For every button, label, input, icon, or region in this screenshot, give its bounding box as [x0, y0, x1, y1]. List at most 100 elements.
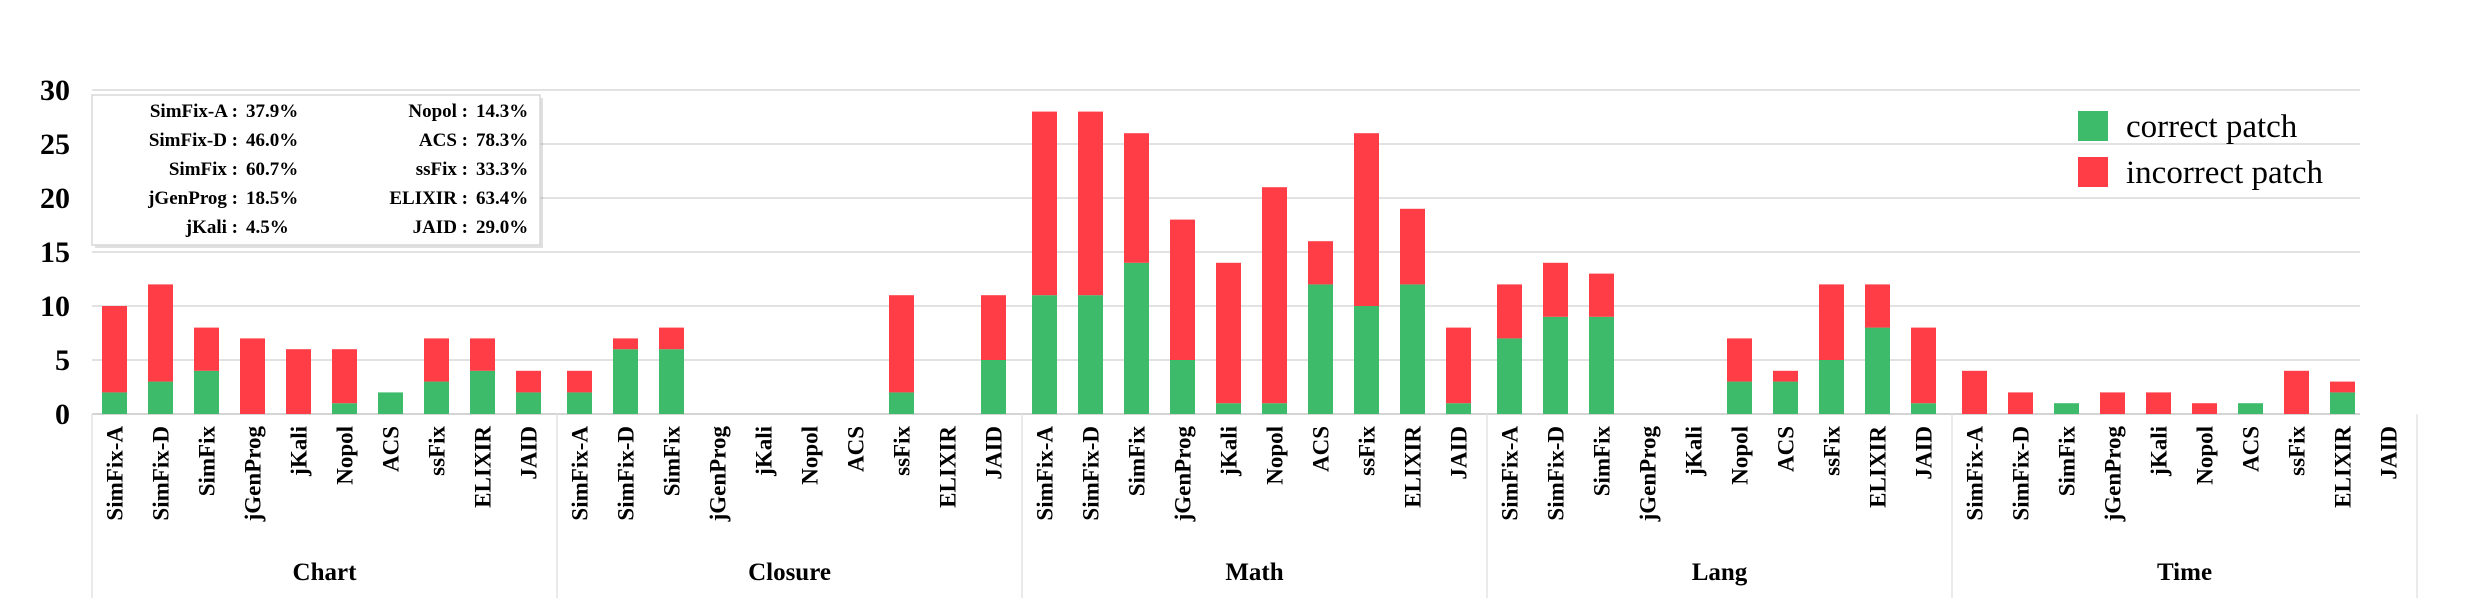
precision-value-ACS: 78.3% — [476, 130, 528, 151]
bar-correct-Math-SimFix-D — [1078, 295, 1103, 414]
bar-incorrect-Time-ssFix — [2284, 370, 2309, 414]
x-tick-label: ACS — [844, 426, 869, 472]
bar-correct-Time-ELIXIR — [2330, 392, 2355, 414]
precision-label-SimFix-A: SimFix-A : — [150, 101, 238, 122]
bar-incorrect-Time-Nopol — [2192, 403, 2217, 414]
group-label-chart: Chart — [293, 559, 358, 586]
bar-correct-Chart-SimFix-A — [102, 392, 127, 414]
x-tick-label: Nopol — [798, 426, 823, 485]
bar-correct-Closure-SimFix — [659, 349, 684, 414]
bar-incorrect-Chart-SimFix — [194, 327, 219, 371]
precision-label-ACS: ACS : — [419, 130, 468, 151]
precision-value-SimFix: 60.7% — [246, 159, 298, 180]
x-tick-label: ELIXIR — [2331, 426, 2356, 508]
precision-value-ssFix: 33.3% — [476, 159, 528, 180]
bar-correct-Lang-SimFix-D — [1543, 316, 1568, 414]
x-tick-label: ELIXIR — [1401, 426, 1426, 508]
bar-incorrect-Lang-SimFix — [1589, 273, 1614, 317]
y-tick-label: 0 — [55, 398, 70, 431]
x-tick-label: SimFix-A — [103, 426, 128, 521]
group-label-lang: Lang — [1692, 559, 1748, 586]
precision-value-jGenProg: 18.5% — [246, 188, 298, 209]
x-tick-label: ELIXIR — [1866, 426, 1891, 508]
bar-incorrect-Lang-JAID — [1911, 327, 1936, 404]
x-tick-label: SimFix-A — [1963, 426, 1988, 521]
precision-box-frame — [91, 94, 541, 246]
bar-correct-Math-SimFix — [1124, 262, 1149, 414]
x-tick-label: Nopol — [2193, 426, 2218, 485]
x-tick-label: ssFix — [2285, 426, 2310, 476]
x-tick-label: jGenProg — [706, 426, 731, 523]
bar-correct-Chart-ssFix — [424, 381, 449, 414]
precision-value-jKali: 4.5% — [246, 217, 289, 238]
legend: correct patch incorrect patch — [2078, 109, 2323, 191]
y-tick-label: 25 — [40, 128, 70, 161]
bar-correct-Math-ELIXIR — [1400, 284, 1425, 414]
precision-label-ssFix: ssFix : — [416, 159, 468, 180]
x-tick-label: jGenProg — [241, 426, 266, 523]
precision-label-ELIXIR: ELIXIR : — [389, 188, 468, 209]
precision-value-SimFix-D: 46.0% — [246, 130, 298, 151]
bars — [102, 111, 2355, 414]
bar-correct-Math-Nopol — [1262, 403, 1287, 414]
x-tick-label: ACS — [1309, 426, 1334, 472]
x-tick-label: jGenProg — [1636, 426, 1661, 523]
bar-incorrect-Chart-ELIXIR — [470, 338, 495, 371]
bar-correct-Closure-SimFix-D — [613, 349, 638, 414]
y-tick-label: 10 — [40, 290, 70, 323]
x-tick-label: jKali — [287, 425, 312, 476]
bar-correct-Math-ssFix — [1354, 306, 1379, 414]
bar-correct-Time-SimFix — [2054, 403, 2079, 414]
bar-incorrect-Math-ACS — [1308, 241, 1333, 285]
precision-label-Nopol: Nopol : — [408, 101, 468, 122]
bar-incorrect-Closure-SimFix-A — [567, 370, 592, 393]
bar-correct-Lang-SimFix-A — [1497, 338, 1522, 414]
bar-incorrect-Closure-JAID — [981, 295, 1006, 360]
x-tick-label: SimFix-A — [568, 426, 593, 521]
x-tick-label: SimFix — [1590, 426, 1615, 497]
bar-incorrect-Math-ssFix — [1354, 133, 1379, 306]
precision-box: SimFix-A : 37.9% SimFix-D : 46.0% SimFix : 60… — [91, 94, 543, 248]
x-tick-label: JAID — [1912, 426, 1937, 480]
bar-incorrect-Math-jKali — [1216, 262, 1241, 404]
x-tick-label: jGenProg — [1171, 426, 1196, 523]
x-tick-label: jKali — [1217, 425, 1242, 476]
legend-swatch-correct — [2078, 111, 2108, 141]
x-tick-label: ssFix — [425, 426, 450, 476]
legend-label-correct: correct patch — [2126, 109, 2298, 145]
x-tick-label: JAID — [1447, 426, 1472, 480]
bar-correct-Chart-JAID — [516, 392, 541, 414]
bar-incorrect-Chart-ssFix — [424, 338, 449, 382]
y-tick-label: 15 — [40, 236, 70, 269]
x-tick-label: SimFix-D — [1544, 426, 1569, 521]
bar-incorrect-Math-jGenProg — [1170, 219, 1195, 360]
bar-correct-Math-jGenProg — [1170, 360, 1195, 414]
bar-incorrect-Time-jGenProg — [2100, 392, 2125, 414]
group-label-math: Math — [1225, 559, 1283, 586]
bar-correct-Chart-SimFix — [194, 370, 219, 414]
x-tick-label: SimFix-D — [1079, 426, 1104, 521]
bar-incorrect-Time-SimFix-A — [1962, 370, 1987, 414]
x-tick-label: SimFix — [1125, 426, 1150, 497]
bar-correct-Closure-JAID — [981, 360, 1006, 414]
y-tick-label: 5 — [55, 344, 70, 377]
bar-incorrect-Math-JAID — [1446, 327, 1471, 404]
bar-correct-Math-jKali — [1216, 403, 1241, 414]
bar-incorrect-Closure-SimFix — [659, 327, 684, 350]
bar-incorrect-Math-SimFix — [1124, 133, 1149, 263]
bar-correct-Lang-ELIXIR — [1865, 327, 1890, 414]
x-tick-label: SimFix-A — [1033, 426, 1058, 521]
bar-incorrect-Chart-SimFix-D — [148, 284, 173, 382]
x-tick-label: SimFix-A — [1498, 426, 1523, 521]
x-tick-label: Nopol — [1263, 426, 1288, 485]
bar-incorrect-Time-jKali — [2146, 392, 2171, 414]
precision-value-Nopol: 14.3% — [476, 101, 528, 122]
bar-correct-Math-ACS — [1308, 284, 1333, 414]
x-tick-label: SimFix-D — [149, 426, 174, 521]
bar-incorrect-Chart-JAID — [516, 370, 541, 393]
bar-incorrect-Math-ELIXIR — [1400, 208, 1425, 285]
bar-correct-Chart-Nopol — [332, 403, 357, 414]
bar-incorrect-Lang-Nopol — [1727, 338, 1752, 382]
precision-label-SimFix: SimFix : — [169, 159, 238, 180]
